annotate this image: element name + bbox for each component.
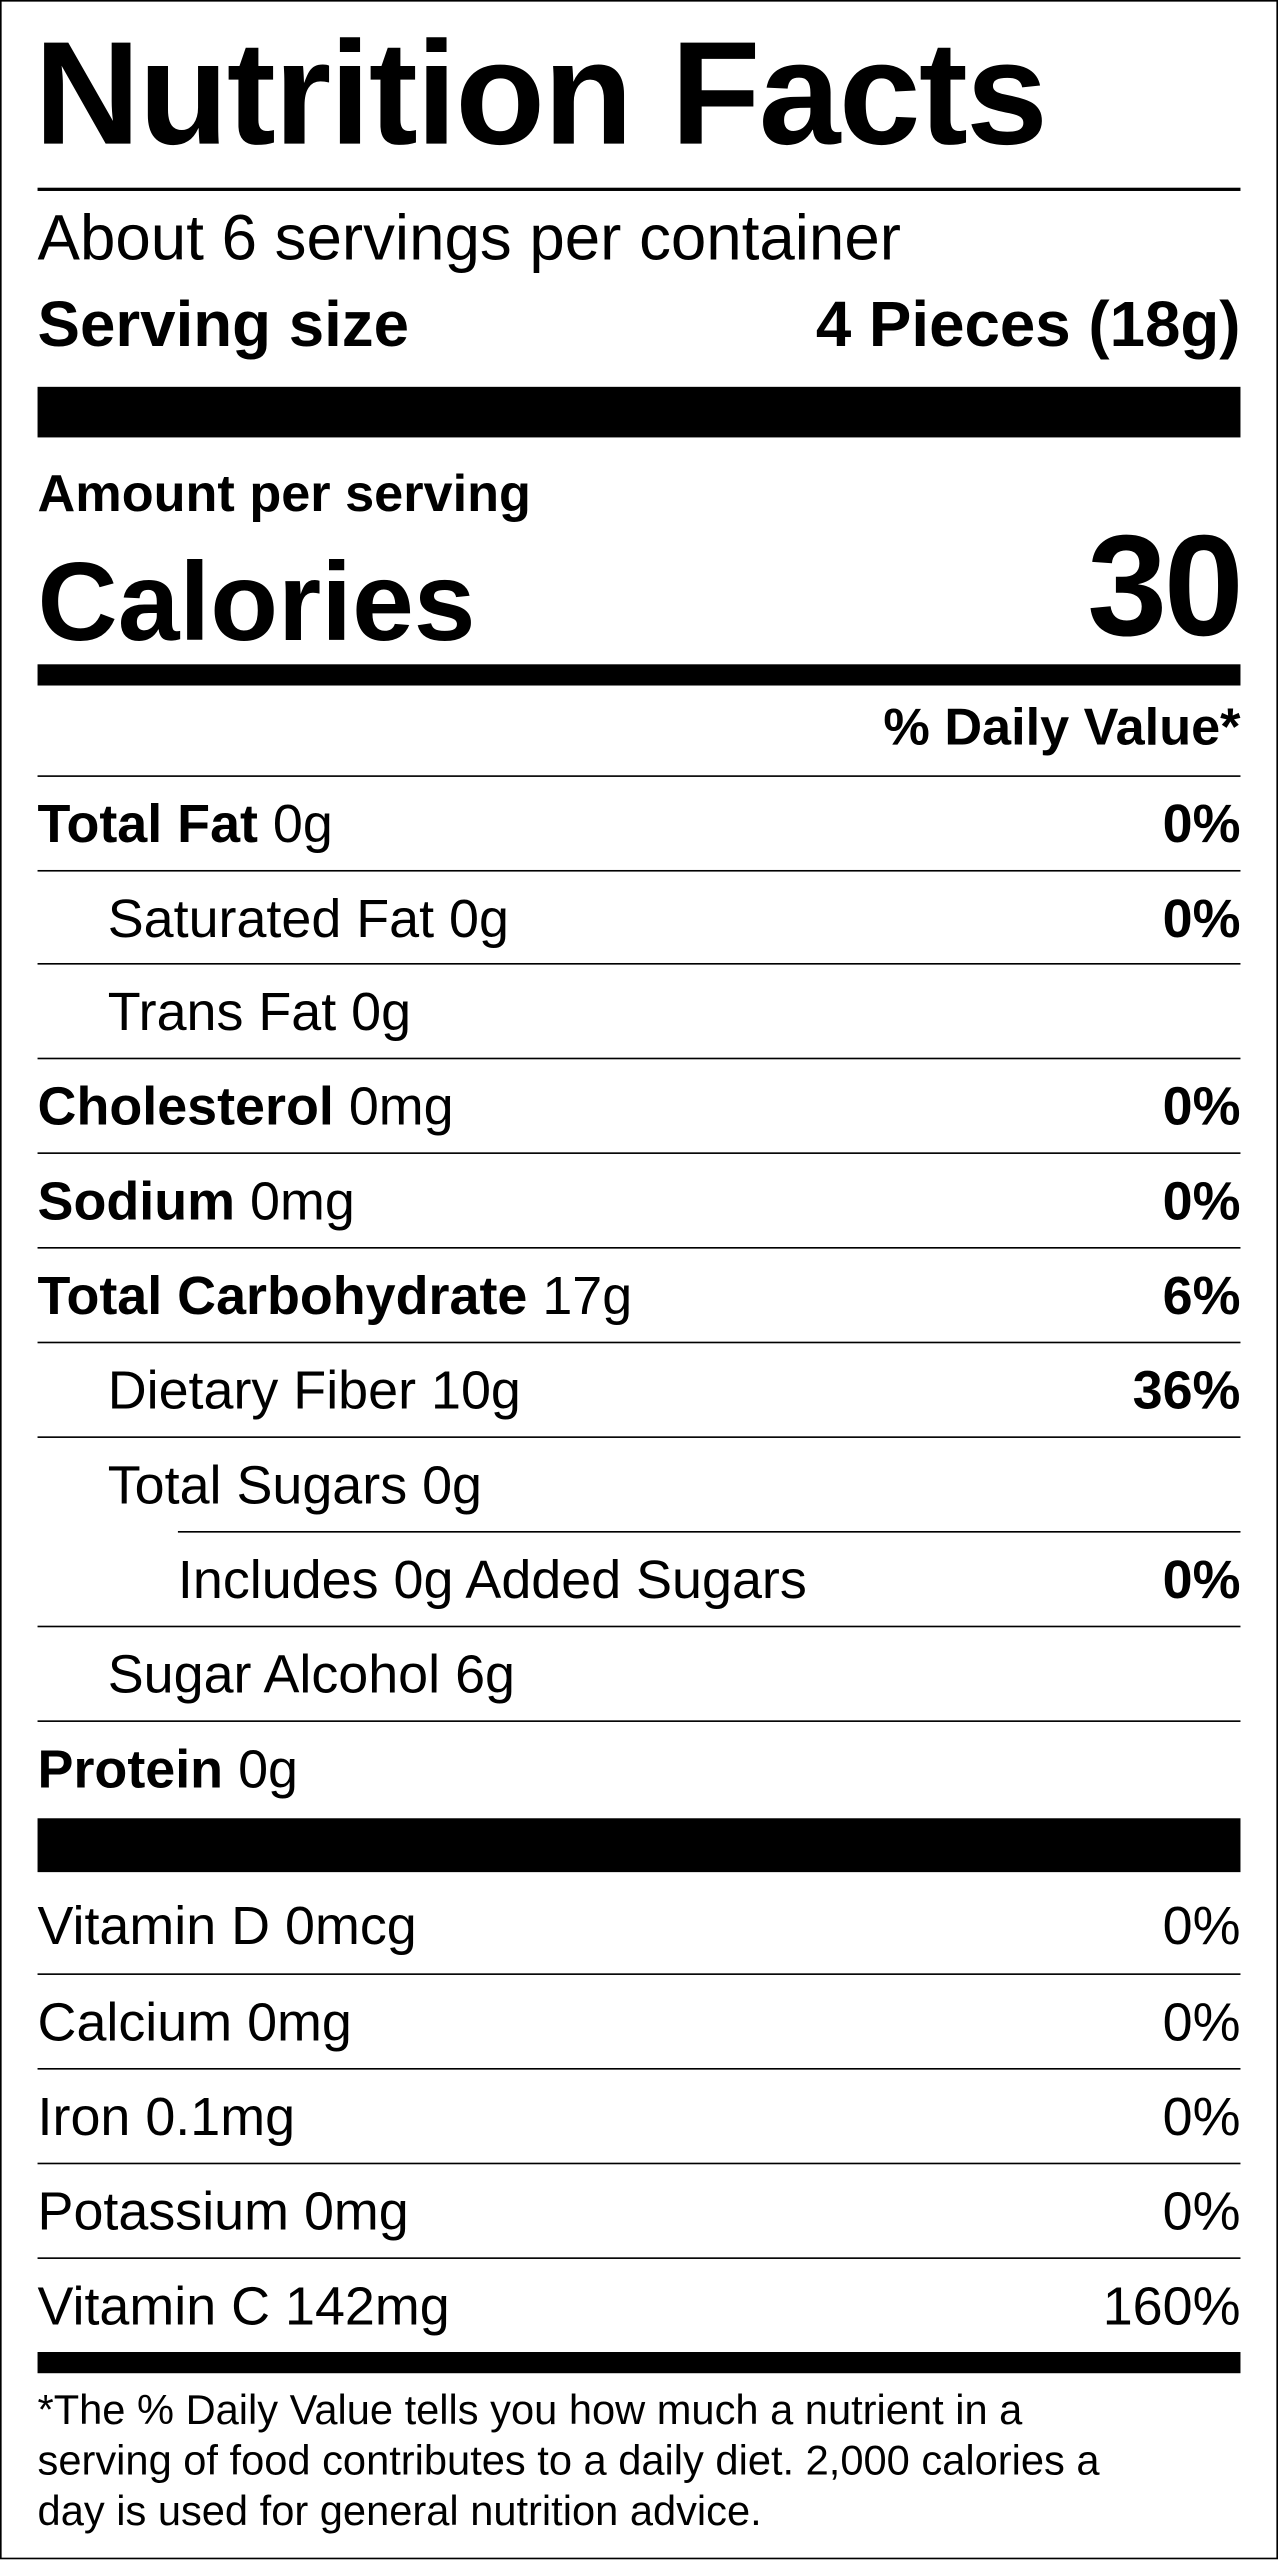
vitamin-dv: 160% — [1102, 2274, 1241, 2335]
nutrient-dv: 6% — [1162, 1264, 1241, 1325]
nutrient-row: Protein 0g — [37, 1720, 1241, 1815]
vitamin-amount: 142mg — [285, 2274, 450, 2335]
serving-size-value: 4 Pieces (18g) — [815, 290, 1241, 361]
nutrient-row: Total Fat 0g 0% — [37, 775, 1241, 870]
vitamin-amount: 0mcg — [285, 1894, 417, 1956]
vitamin-amount: 0mg — [247, 1990, 352, 2051]
nutrient-row: Trans Fat 0g — [37, 962, 1241, 1058]
divider — [37, 187, 1241, 191]
serving-size-label: Serving size — [37, 290, 410, 361]
calories-value: 30 — [1087, 504, 1244, 666]
amount-per-serving: Amount per serving — [37, 463, 531, 523]
servings: About 6 servings per container — [37, 204, 901, 275]
vitamin-dv: 0% — [1162, 1990, 1241, 2051]
nutrient-name: Cholesterol — [37, 1074, 334, 1136]
vitamin-dv: 0% — [1162, 2179, 1241, 2241]
nutrient-name: Sugar Alcohol — [107, 1642, 441, 1704]
thick-bar — [37, 386, 1241, 438]
nutrient-dv: 0% — [1162, 792, 1241, 853]
nutrient-dv: 0% — [1162, 1169, 1241, 1230]
nutrient-row: Total Carbohydrate 17g 6% — [37, 1247, 1241, 1342]
nutrient-name: Dietary Fiber — [107, 1358, 417, 1420]
nutrient-row: Includes 0g Added Sugars 0% — [177, 1531, 1241, 1626]
footnote-line: *The % Daily Value tells you how much a … — [37, 2387, 1023, 2434]
title: Nutrition Facts — [34, 13, 1048, 177]
nutrient-amount: 0mg — [348, 1074, 454, 1136]
nutrient-name: Total Sugars — [107, 1453, 408, 1514]
vitamin-amount: 0mg — [303, 2179, 409, 2241]
nutrient-row: Sodium 0mg 0% — [37, 1152, 1241, 1247]
nutrient-amount: 0g — [449, 887, 509, 948]
nutrient-row: Dietary Fiber 10g 36% — [37, 1341, 1241, 1437]
vitamin-name: Iron — [37, 2085, 131, 2146]
vitamin-row: Iron 0.1mg 0% — [37, 2067, 1241, 2163]
nutrient-row: Sugar Alcohol 6g — [37, 1625, 1241, 1721]
nutrient-name: Total Fat — [37, 792, 258, 853]
footnote: *The % Daily Value tells you how much a … — [38, 2386, 1100, 2538]
nutrient-amount: 0g — [422, 1453, 483, 1514]
nutrient-amount: 0g — [238, 1737, 299, 1798]
vitamin-name: Potassium — [37, 2179, 290, 2241]
thick-bar — [37, 1818, 1241, 1873]
nutrient-row: Saturated Fat 0g 0% — [37, 869, 1241, 965]
medium-bar — [37, 664, 1241, 686]
calories: Calories 30 — [37, 504, 1244, 666]
calories-label: Calories — [37, 540, 476, 665]
nutrient-row: Total Sugars 0g — [37, 1436, 1241, 1531]
vitamin-row: Vitamin C 142mg 160% — [37, 2257, 1241, 2352]
nutrient-dv: 0% — [1162, 1548, 1241, 1609]
nutrient-dv: 0% — [1162, 887, 1241, 948]
vitamin-name: Calcium — [37, 1990, 233, 2051]
vitamin-row: Vitamin D 0mcg 0% — [38, 1879, 1241, 1974]
footnote-line: serving of food contributes to a daily d… — [37, 2438, 1100, 2485]
nutrient-amount: 0g — [272, 792, 333, 853]
nutrient-name: Trans Fat — [107, 980, 337, 1041]
nutrient-dv: 0% — [1162, 1074, 1241, 1136]
footnote-line: day is used for general nutrition advice… — [37, 2489, 762, 2535]
serving-size: Serving size 4 Pieces (18g) — [38, 291, 1241, 363]
vitamin-name: Vitamin D — [37, 1894, 271, 1956]
nutrient-amount: 0g — [351, 980, 412, 1041]
vitamin-name: Vitamin C — [37, 2274, 271, 2335]
nutrient-amount: 0mg — [250, 1169, 355, 1230]
nutrient-amount: 6g — [455, 1642, 516, 1704]
vitamin-row: Calcium 0mg 0% — [37, 1973, 1241, 2068]
vitamin-amount: 0.1mg — [145, 2085, 296, 2146]
vitamin-dv: 0% — [1162, 1894, 1241, 1956]
nutrient-row: Cholesterol 0mg 0% — [37, 1057, 1241, 1153]
vitamin-row: Potassium 0mg 0% — [37, 2162, 1241, 2258]
nutrient-name: Includes 0g Added Sugars — [177, 1548, 807, 1609]
vitamin-dv: 0% — [1162, 2085, 1241, 2146]
daily-value-header: % Daily Value* — [883, 696, 1241, 756]
nutrient-name: Total Carbohydrate — [37, 1264, 528, 1325]
nutrient-amount: 10g — [431, 1358, 521, 1420]
nutrient-name: Sodium — [37, 1169, 236, 1230]
medium-bar — [37, 2352, 1241, 2374]
nutrient-dv: 36% — [1132, 1358, 1241, 1420]
nutrient-name: Protein — [37, 1737, 224, 1798]
nutrient-amount: 17g — [542, 1264, 633, 1325]
nutrient-name: Saturated Fat — [107, 887, 435, 948]
